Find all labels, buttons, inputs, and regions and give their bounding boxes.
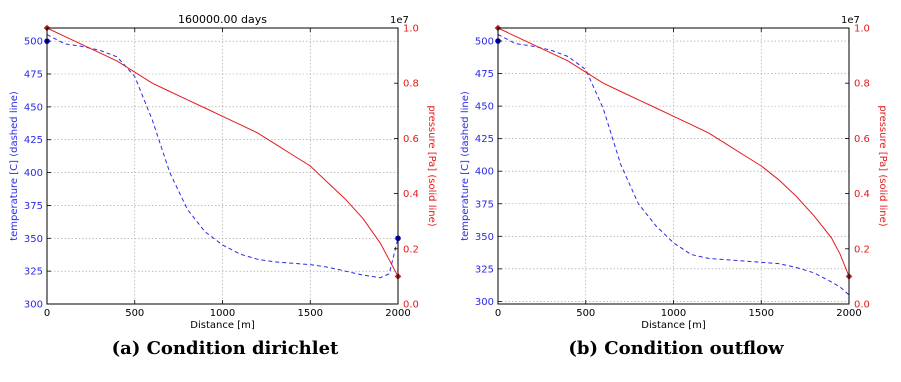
x-axis-label: Distance [m] bbox=[190, 320, 255, 331]
temperature-line bbox=[46, 34, 399, 279]
y-tick-label: 350 bbox=[475, 232, 494, 243]
y2-tick-label: 0.2 bbox=[403, 244, 419, 255]
y2-axis-label: pressure [Pa] (solid line) bbox=[877, 105, 888, 226]
y2-tick-label: 1.0 bbox=[403, 24, 419, 35]
x-tick-label: 2000 bbox=[385, 308, 410, 319]
y2-tick-label: 0.4 bbox=[854, 189, 870, 200]
y-tick-label: 325 bbox=[475, 264, 494, 275]
y2-multiplier-label: 1e7 bbox=[841, 15, 860, 26]
x-tick-label: 0 bbox=[44, 308, 50, 319]
y2-tick-label: 0.8 bbox=[403, 79, 419, 90]
y-axis-label: temperature [C] (dashed line) bbox=[460, 91, 471, 241]
pressure-line bbox=[46, 27, 399, 277]
x-axis-label: Distance [m] bbox=[641, 320, 706, 331]
x-tick-label: 1000 bbox=[661, 308, 686, 319]
y-tick-label: 325 bbox=[24, 267, 43, 278]
y2-axis-label: pressure [Pa] (solid line) bbox=[426, 105, 437, 226]
chart-dirichlet: 0 500 1000 1500 2000 300 325 350 375 400 425 450 475… bbox=[9, 13, 437, 331]
y-tick-label: 475 bbox=[24, 70, 43, 81]
y2-tick-label: 1.0 bbox=[854, 24, 870, 35]
x-tick-label: 1500 bbox=[749, 308, 774, 319]
y-tick-label: 375 bbox=[24, 201, 43, 212]
y2-tick-label: 0.4 bbox=[403, 189, 419, 200]
y2-multiplier-label: 1e7 bbox=[390, 15, 409, 26]
caption-outflow: (b) Condition outflow bbox=[568, 338, 784, 359]
y-tick-label: 425 bbox=[475, 134, 494, 145]
y-tick-label: 475 bbox=[475, 69, 494, 80]
y2-tick-label: 0.6 bbox=[403, 134, 419, 145]
x-tick-label: 1500 bbox=[298, 308, 323, 319]
y-tick-label: 450 bbox=[24, 102, 43, 113]
y-tick-label: 350 bbox=[24, 234, 43, 245]
y-axis-label: temperature [C] (dashed line) bbox=[9, 91, 20, 241]
x-tick-label: 2000 bbox=[836, 308, 861, 319]
y-tick-label: 300 bbox=[475, 297, 494, 308]
x-tick-label: 0 bbox=[495, 308, 501, 319]
y-tick-label: 400 bbox=[475, 167, 494, 178]
y2-tick-label: 0.0 bbox=[854, 300, 870, 311]
chart-panel-outflow: 0 500 1000 1500 2000 300 325 350 375 400 425 450 475… bbox=[451, 0, 901, 382]
y-tick-label: 375 bbox=[475, 199, 494, 210]
y-tick-label: 500 bbox=[24, 37, 43, 48]
chart-title: 160000.00 days bbox=[178, 13, 267, 26]
y2-tick-label: 0.8 bbox=[854, 79, 870, 90]
y-tick-label: 400 bbox=[24, 168, 43, 179]
y-tick-label: 300 bbox=[24, 300, 43, 311]
temperature-line bbox=[497, 34, 850, 296]
y2-tick-label: 0.0 bbox=[403, 300, 419, 311]
y-tick-label: 425 bbox=[24, 135, 43, 146]
y-tick-label: 500 bbox=[475, 37, 494, 48]
y-tick-label: 450 bbox=[475, 102, 494, 113]
pressure-line bbox=[497, 27, 850, 277]
chart-panel-dirichlet: 0 500 1000 1500 2000 300 325 350 375 400 425 450 475… bbox=[0, 0, 450, 382]
x-tick-label: 500 bbox=[576, 308, 595, 319]
chart-outflow: 0 500 1000 1500 2000 300 325 350 375 400 425 450 475… bbox=[460, 15, 888, 331]
x-tick-label: 500 bbox=[125, 308, 144, 319]
y2-tick-label: 0.2 bbox=[854, 244, 870, 255]
y2-tick-label: 0.6 bbox=[854, 134, 870, 145]
caption-dirichlet: (a) Condition dirichlet bbox=[111, 338, 339, 359]
x-tick-label: 1000 bbox=[210, 308, 235, 319]
